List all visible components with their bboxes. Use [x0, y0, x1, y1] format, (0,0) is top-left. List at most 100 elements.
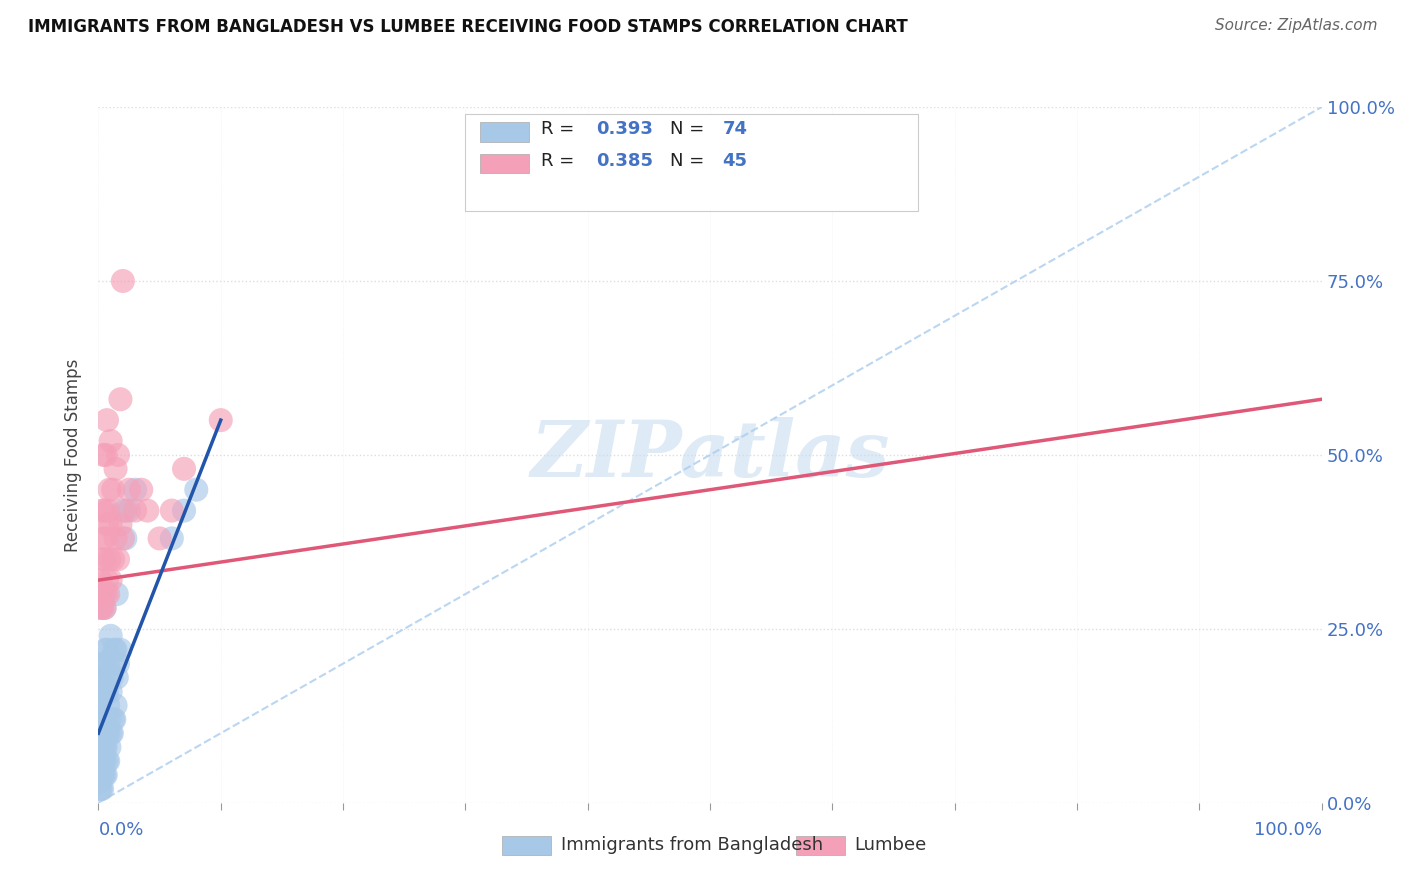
Point — [94, 712, 117, 726]
Point — [91, 726, 114, 740]
Point — [107, 657, 129, 671]
Point — [96, 517, 118, 532]
Point — [100, 434, 122, 448]
Point — [101, 671, 124, 685]
Point — [104, 532, 127, 546]
Text: 74: 74 — [723, 120, 747, 138]
Point — [89, 691, 111, 706]
Point — [94, 532, 117, 546]
Point — [98, 483, 121, 497]
Point — [91, 712, 114, 726]
Point — [89, 726, 111, 740]
Point — [104, 462, 127, 476]
Text: R =: R = — [541, 152, 581, 169]
Point — [103, 642, 125, 657]
Point — [97, 754, 120, 768]
Point — [93, 657, 115, 671]
Point — [90, 726, 112, 740]
Point — [111, 503, 134, 517]
Point — [91, 552, 114, 566]
Point — [98, 671, 121, 685]
Point — [90, 740, 112, 755]
Point — [91, 740, 114, 755]
Point — [93, 754, 115, 768]
Point — [91, 601, 114, 615]
Point — [97, 503, 120, 517]
Point — [90, 781, 112, 796]
Point — [97, 726, 120, 740]
FancyBboxPatch shape — [479, 153, 529, 173]
Point — [89, 775, 111, 789]
Point — [209, 413, 232, 427]
Point — [105, 587, 128, 601]
Point — [118, 503, 141, 517]
Point — [90, 573, 112, 587]
FancyBboxPatch shape — [479, 122, 529, 142]
Y-axis label: Receiving Food Stamps: Receiving Food Stamps — [65, 359, 83, 551]
Point — [93, 768, 115, 782]
Point — [91, 691, 114, 706]
Point — [96, 413, 118, 427]
Point — [173, 462, 195, 476]
Point — [96, 684, 118, 698]
Text: 0.385: 0.385 — [596, 152, 654, 169]
Point — [149, 532, 172, 546]
Point — [98, 740, 121, 755]
Point — [97, 657, 120, 671]
Point — [110, 642, 132, 657]
Point — [90, 691, 112, 706]
Point — [93, 740, 115, 755]
Point — [89, 781, 111, 796]
Point — [100, 573, 122, 587]
Point — [93, 552, 115, 566]
Point — [94, 740, 117, 755]
Point — [97, 698, 120, 713]
Point — [136, 503, 159, 517]
Point — [90, 601, 112, 615]
Point — [111, 532, 134, 546]
Point — [89, 587, 111, 601]
Point — [104, 642, 127, 657]
Point — [89, 761, 111, 775]
Point — [91, 768, 114, 782]
Text: 45: 45 — [723, 152, 747, 169]
Point — [114, 532, 136, 546]
Point — [114, 503, 136, 517]
Point — [100, 684, 122, 698]
Point — [100, 629, 122, 643]
Point — [93, 503, 115, 517]
Point — [110, 392, 132, 407]
FancyBboxPatch shape — [502, 836, 551, 855]
Point — [93, 684, 115, 698]
Point — [91, 754, 114, 768]
Point — [160, 503, 183, 517]
Point — [111, 274, 134, 288]
Point — [90, 712, 112, 726]
Point — [186, 483, 208, 497]
Point — [96, 726, 118, 740]
Text: R =: R = — [541, 120, 581, 138]
Point — [89, 740, 111, 755]
Point — [96, 573, 118, 587]
Point — [94, 587, 117, 601]
Point — [110, 517, 132, 532]
Point — [93, 601, 115, 615]
Point — [101, 726, 124, 740]
Point — [91, 532, 114, 546]
Point — [173, 503, 195, 517]
Point — [118, 483, 141, 497]
Point — [91, 657, 114, 671]
Point — [91, 503, 114, 517]
Point — [91, 587, 114, 601]
Point — [124, 483, 146, 497]
Point — [91, 740, 114, 755]
Point — [104, 698, 127, 713]
Point — [98, 552, 121, 566]
Point — [90, 768, 112, 782]
Point — [93, 712, 115, 726]
Point — [94, 768, 117, 782]
Point — [101, 657, 124, 671]
Text: Lumbee: Lumbee — [855, 836, 927, 854]
Point — [91, 768, 114, 782]
Point — [101, 712, 124, 726]
